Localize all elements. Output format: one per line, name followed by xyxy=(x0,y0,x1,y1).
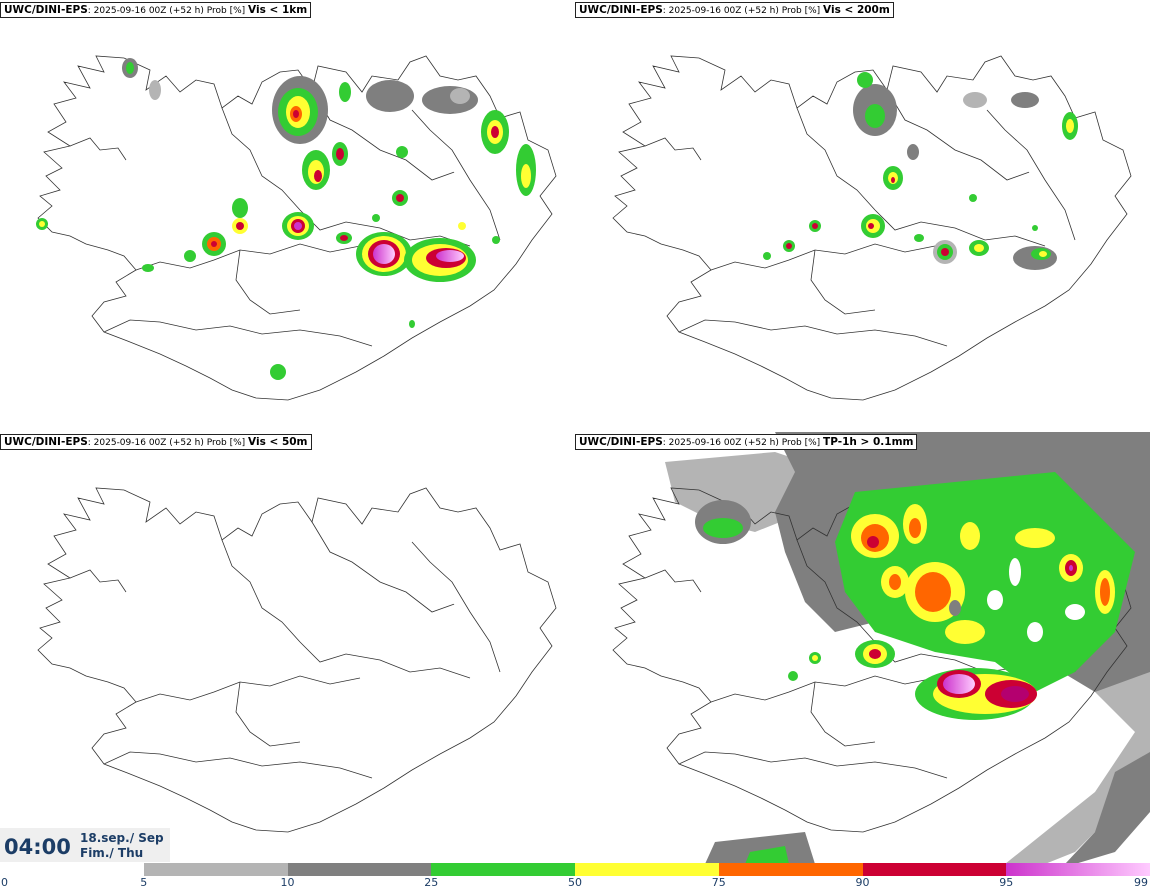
variable-label: TP-1h > 0.1mm xyxy=(823,436,914,448)
iceland-map xyxy=(37,487,557,833)
run-label: : 2025-09-16 00Z (+52 h) Prob [%] xyxy=(87,6,246,16)
probability-shading xyxy=(695,472,1135,720)
iceland-map xyxy=(612,55,1132,401)
colorbar-tick-label: 95 xyxy=(999,876,1014,889)
run-label: : 2025-09-16 00Z (+52 h) Prob [%] xyxy=(87,438,246,448)
colorbar-tick-label: 10 xyxy=(280,876,295,889)
colorbar-tick-label: 90 xyxy=(855,876,870,889)
model-label: UWC/DINI-EPS xyxy=(579,4,663,16)
colorbar-tick-label: 25 xyxy=(424,876,439,889)
valid-weekday: Fim./ Thu xyxy=(80,846,144,860)
colorbar-segment xyxy=(575,863,720,876)
colorbar-tick-label: 75 xyxy=(711,876,726,889)
map-panel-vis-1km: UWC/DINI-EPS: 2025-09-16 00Z (+52 h) Pro… xyxy=(0,0,575,432)
colorbar-tick-label: 50 xyxy=(568,876,582,889)
colorbar-tick-label: 0 xyxy=(1,876,8,889)
map-panel-precip: UWC/DINI-EPS: 2025-09-16 00Z (+52 h) Pro… xyxy=(575,432,1150,864)
colorbar-tick-label: 99 xyxy=(1134,876,1148,889)
colorbar-segment xyxy=(431,863,576,876)
iceland-map xyxy=(36,55,557,401)
variable-label: Vis < 200m xyxy=(823,4,890,16)
probability-shading xyxy=(763,72,1078,270)
run-label: : 2025-09-16 00Z (+52 h) Prob [%] xyxy=(662,6,821,16)
model-label: UWC/DINI-EPS xyxy=(4,436,88,448)
panel-title: UWC/DINI-EPS: 2025-09-16 00Z (+52 h) Pro… xyxy=(0,434,312,450)
iceland-map xyxy=(612,432,1150,864)
colorbar-segment xyxy=(1006,863,1150,876)
map-panel-vis-50m: UWC/DINI-EPS: 2025-09-16 00Z (+52 h) Pro… xyxy=(0,432,575,864)
panel-title: UWC/DINI-EPS: 2025-09-16 00Z (+52 h) Pro… xyxy=(575,2,894,18)
colorbar-segment xyxy=(862,863,1007,876)
map-panel-vis-200m: UWC/DINI-EPS: 2025-09-16 00Z (+52 h) Pro… xyxy=(575,0,1150,432)
colorbar-tick-label: 5 xyxy=(140,876,148,889)
panel-title: UWC/DINI-EPS: 2025-09-16 00Z (+52 h) Pro… xyxy=(0,2,312,18)
panel-title: UWC/DINI-EPS: 2025-09-16 00Z (+52 h) Pro… xyxy=(575,434,918,450)
colorbar-segment xyxy=(0,863,145,876)
model-label: UWC/DINI-EPS xyxy=(4,4,88,16)
colorbar-segment xyxy=(143,863,288,876)
valid-time: 04:00 xyxy=(4,835,71,859)
colorbar-segment xyxy=(718,863,863,876)
probability-shading xyxy=(36,58,536,380)
colorbar-segment xyxy=(287,863,432,876)
model-label: UWC/DINI-EPS xyxy=(579,436,663,448)
colorbar-legend: 0 5 10 25 50 75 90 95 99 xyxy=(0,862,1150,891)
variable-label: Vis < 50m xyxy=(248,436,308,448)
variable-label: Vis < 1km xyxy=(248,4,308,16)
valid-date: 18.sep./ Sep xyxy=(80,831,164,845)
run-label: : 2025-09-16 00Z (+52 h) Prob [%] xyxy=(662,438,821,448)
valid-time-box: 04:00 18.sep./ Sep Fim./ Thu xyxy=(0,828,170,862)
